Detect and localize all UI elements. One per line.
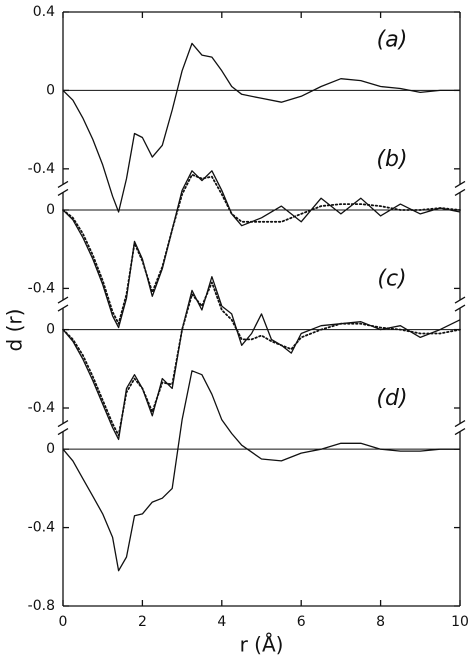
axis-break [454, 420, 466, 428]
x-axis-label: r (Å) [240, 633, 284, 657]
y-tick-label: 0 [46, 202, 55, 218]
y-tick-label: -0.4 [28, 161, 55, 177]
y-axis-label: d (r) [3, 309, 27, 352]
data-line [62, 170, 461, 329]
panel-label: (b) [376, 147, 407, 172]
panel-label: (a) [377, 27, 408, 52]
y-tick-label: 0.4 [33, 4, 55, 20]
x-tick-label: 0 [59, 614, 68, 630]
x-tick-label: 10 [451, 614, 469, 630]
panel-label: (c) [377, 267, 406, 292]
data-line [62, 276, 461, 441]
x-tick-label: 6 [297, 614, 306, 630]
panel-label: (d) [376, 386, 407, 411]
y-tick-label: -0.4 [28, 520, 55, 536]
data-line [62, 370, 460, 572]
axis-break [57, 180, 69, 188]
y-tick-label: 0 [46, 322, 55, 338]
y-tick-label: 0 [46, 82, 55, 98]
axis-break [57, 420, 69, 428]
x-tick-label: 4 [217, 614, 226, 630]
x-tick-label: 8 [376, 614, 385, 630]
y-tick-label: -0.4 [28, 400, 55, 416]
data-line [62, 42, 460, 213]
axis-break [454, 180, 466, 188]
axis-break [57, 296, 69, 304]
x-tick-label: 2 [138, 614, 147, 630]
y-tick-label: 0 [46, 441, 55, 457]
axis-break [454, 296, 466, 304]
data-line [62, 173, 461, 325]
data-line [62, 281, 461, 437]
y-tick-label: -0.4 [28, 280, 55, 296]
y-tick-label: -0.8 [28, 598, 55, 614]
